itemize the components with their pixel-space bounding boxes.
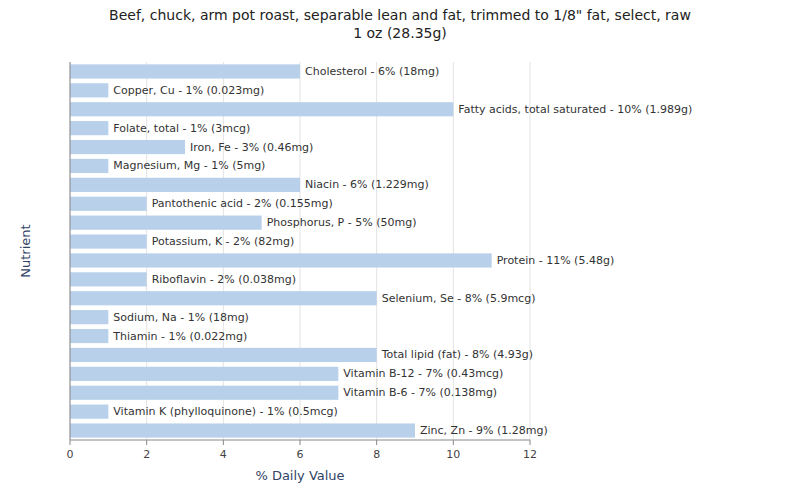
grid-line — [376, 62, 377, 440]
category-label: Thiamin - 1% (0.022mg) — [112, 330, 247, 343]
grid-line — [70, 62, 71, 440]
bar — [70, 291, 377, 305]
x-tick-label: 12 — [523, 448, 537, 461]
bar — [70, 159, 108, 173]
bar — [70, 348, 377, 362]
category-label: Vitamin B-6 - 7% (0.138mg) — [343, 386, 497, 399]
bars — [70, 64, 492, 437]
grid-line — [530, 62, 531, 440]
x-axis-title: % Daily Value — [255, 468, 344, 483]
category-label: Iron, Fe - 3% (0.46mg) — [190, 141, 313, 154]
x-tick — [70, 440, 71, 445]
category-label: Pantothenic acid - 2% (0.155mg) — [152, 197, 333, 210]
bar — [70, 329, 108, 343]
y-axis-title: Nutrient — [18, 224, 33, 277]
title-line: Beef, chuck, arm pot roast, separable le… — [109, 7, 691, 23]
bar — [70, 272, 147, 286]
bar — [70, 64, 300, 78]
category-label: Selenium, Se - 8% (5.9mcg) — [382, 292, 536, 305]
category-label: Fatty acids, total saturated - 10% (1.98… — [458, 103, 692, 116]
category-label: Sodium, Na - 1% (18mg) — [113, 311, 249, 324]
category-label: Vitamin B-12 - 7% (0.43mcg) — [343, 367, 503, 380]
x-tick-label: 8 — [373, 448, 380, 461]
bar — [70, 367, 338, 381]
category-label: Riboflavin - 2% (0.038mg) — [152, 273, 296, 286]
grid-line — [453, 62, 454, 440]
x-tick — [530, 440, 531, 445]
x-tick-label: 10 — [446, 448, 460, 461]
bar — [70, 310, 108, 324]
category-label: Folate, total - 1% (3mcg) — [113, 122, 250, 135]
bar-labels: Cholesterol - 6% (18mg) Copper, Cu - 1% (… — [112, 65, 692, 437]
x-tick — [376, 440, 377, 445]
x-tick-label: 4 — [220, 448, 227, 461]
x-tick — [300, 440, 301, 445]
bar — [70, 102, 453, 116]
category-label: Niacin - 6% (1.229mg) — [305, 178, 429, 191]
category-label: Vitamin K (phylloquinone) - 1% (0.5mcg) — [113, 405, 337, 418]
bar — [70, 423, 415, 437]
x-tick-label: 6 — [297, 448, 304, 461]
title-line: 1 oz (28.35g) — [353, 25, 447, 41]
bar — [70, 405, 108, 419]
axes: 0 2 4 6 8 10 12 — [67, 62, 538, 461]
bar — [70, 140, 185, 154]
x-tick-label: 2 — [143, 448, 150, 461]
x-tick — [453, 440, 454, 445]
category-label: Magnesium, Mg - 1% (5mg) — [113, 159, 265, 172]
category-label: Copper, Cu - 1% (0.023mg) — [113, 84, 264, 97]
bar — [70, 197, 147, 211]
category-label: Total lipid (fat) - 8% (4.93g) — [381, 348, 533, 361]
bar — [70, 216, 262, 230]
bar — [70, 253, 492, 267]
bar — [70, 83, 108, 97]
category-label: Phosphorus, P - 5% (50mg) — [267, 216, 417, 229]
y-axis-line — [70, 62, 71, 440]
grid-line — [223, 62, 224, 440]
category-label: Zinc, Zn - 9% (1.28mg) — [420, 424, 548, 437]
grid-line — [300, 62, 301, 440]
title: Beef, chuck, arm pot roast, separable le… — [109, 7, 691, 41]
grid — [70, 62, 530, 440]
x-tick-label: 0 — [67, 448, 74, 461]
bar — [70, 178, 300, 192]
category-label: Protein - 11% (5.48g) — [497, 254, 615, 267]
bar — [70, 121, 108, 135]
category-label: Potassium, K - 2% (82mg) — [152, 235, 295, 248]
chart: Cholesterol - 6% (18mg) Copper, Cu - 1% (… — [0, 0, 800, 500]
grid-line — [146, 62, 147, 440]
category-label: Cholesterol - 6% (18mg) — [305, 65, 439, 78]
bar — [70, 386, 338, 400]
x-tick — [223, 440, 224, 445]
bar — [70, 234, 147, 248]
x-tick — [146, 440, 147, 445]
